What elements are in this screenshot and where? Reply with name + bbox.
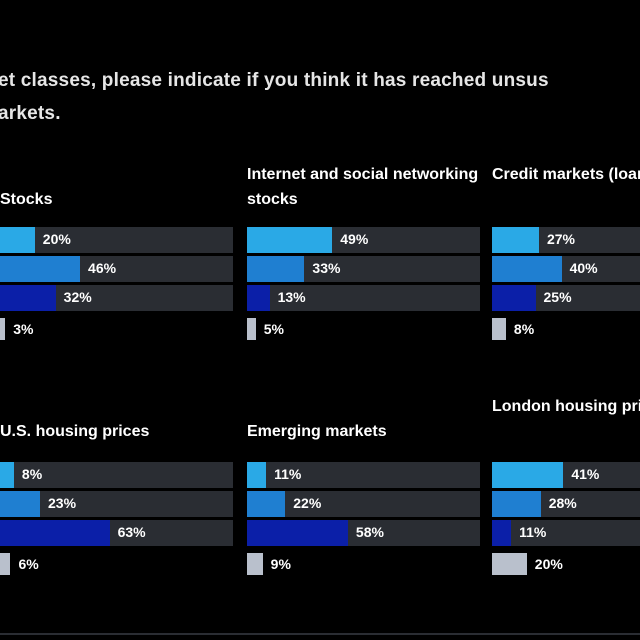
panel-title: U.S. housing prices <box>0 423 150 440</box>
bar-value-label: 63% <box>117 524 146 540</box>
bar-track <box>0 462 233 488</box>
panel-title: Credit markets (loans, junk bon <box>492 166 640 183</box>
bar-segment <box>492 520 512 546</box>
bar-track <box>492 520 640 546</box>
bar-value-label: 58% <box>355 524 384 540</box>
question-text-line-1: et classes, please indicate if you think… <box>0 70 549 91</box>
bar-value-label: 27% <box>546 231 575 247</box>
bar-value-label: 3% <box>13 321 34 337</box>
bar-value-label: 5% <box>263 321 284 337</box>
bar-segment <box>0 491 41 517</box>
bar-value-label: 32% <box>63 289 92 305</box>
bar-segment <box>247 491 286 517</box>
bar-track <box>247 462 480 488</box>
bar-segment <box>247 256 305 282</box>
bar-segment <box>0 318 6 340</box>
bar-value-label: 49% <box>340 231 369 247</box>
bar-segment <box>247 553 263 575</box>
bar-segment <box>0 256 81 282</box>
bar-value-label: 23% <box>48 495 77 511</box>
bar-segment <box>0 285 56 311</box>
bar-value-label: 40% <box>569 260 598 276</box>
bar-segment <box>492 256 562 282</box>
bar-segment <box>247 520 348 546</box>
panel-title: London housing prices <box>492 398 640 415</box>
bar-segment <box>247 462 267 488</box>
bar-value-label: 8% <box>513 321 535 337</box>
bar-segment <box>0 520 110 546</box>
bar-value-label: 20% <box>42 231 71 247</box>
bar-value-label: 13% <box>277 289 306 305</box>
bar-segment <box>247 285 270 311</box>
bar-value-label: 25% <box>543 289 572 305</box>
bar-value-label: 11% <box>274 466 302 482</box>
bar-track <box>247 285 480 311</box>
bar-value-label: 11% <box>519 524 547 540</box>
bar-segment <box>247 318 256 340</box>
bar-value-label: 22% <box>293 495 322 511</box>
panel-title: Emerging markets <box>247 423 387 440</box>
bar-segment <box>0 227 35 253</box>
question-text-line-2: arkets. <box>0 103 61 124</box>
panel-title: Internet and social networking stocks <box>247 166 479 208</box>
bar-value-label: 41% <box>571 466 600 482</box>
bar-value-label: 6% <box>18 556 39 572</box>
bar-segment <box>492 462 564 488</box>
bar-track <box>0 227 233 253</box>
bar-segment <box>492 285 536 311</box>
bar-segment <box>0 462 14 488</box>
bar-value-label: 20% <box>534 556 563 572</box>
bar-segment <box>492 491 541 517</box>
bar-segment <box>492 227 539 253</box>
panel-title: Stocks <box>0 191 53 208</box>
bottom-divider <box>0 633 640 635</box>
bar-value-label: 8% <box>21 466 43 482</box>
bar-value-label: 9% <box>270 556 291 572</box>
bar-segment <box>492 553 527 575</box>
bar-segment <box>247 227 333 253</box>
bar-segment <box>492 318 506 340</box>
bar-value-label: 46% <box>88 260 117 276</box>
bar-value-label: 28% <box>548 495 577 511</box>
bar-value-label: 33% <box>312 260 341 276</box>
bar-track <box>247 491 480 517</box>
bar-segment <box>0 553 11 575</box>
